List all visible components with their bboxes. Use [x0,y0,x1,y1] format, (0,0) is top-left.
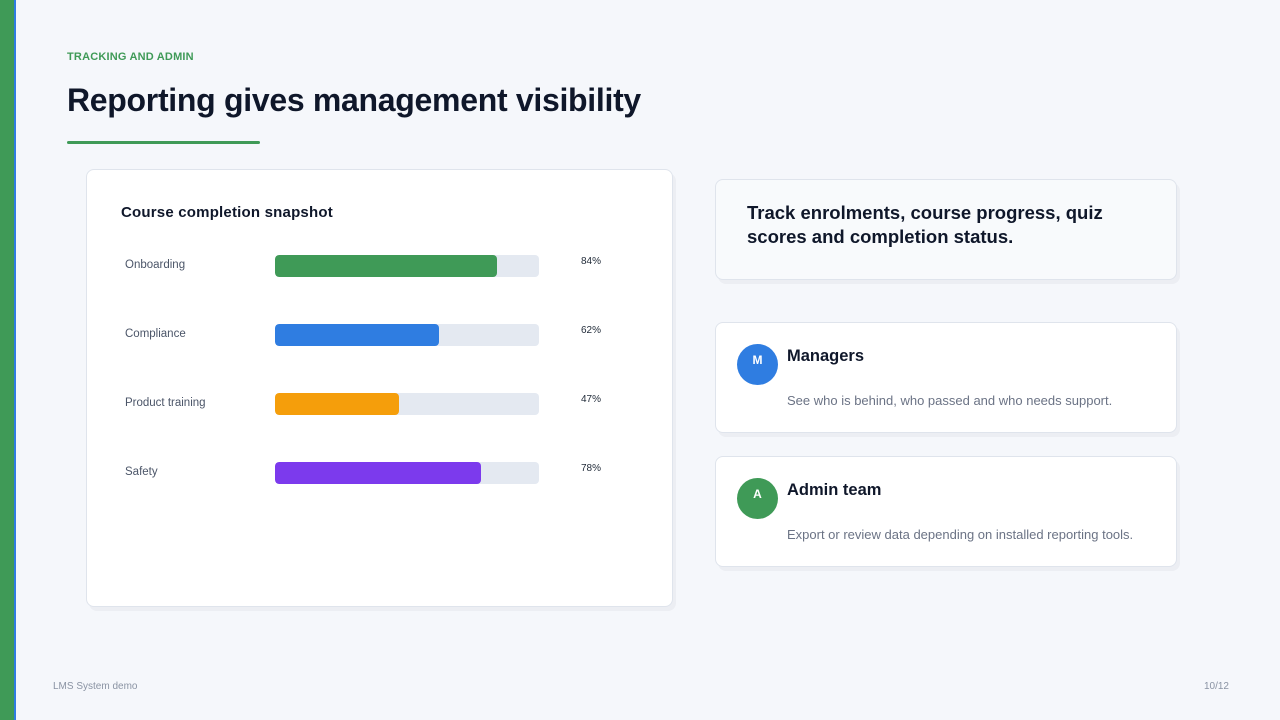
bar-track [275,255,539,277]
bar-track [275,462,539,484]
card-description: Export or review data depending on insta… [787,527,1134,542]
card-title: Admin team [787,481,882,499]
bar-value: 78% [581,463,602,474]
chart-title: Course completion snapshot [121,204,333,221]
bar-label: Safety [125,466,158,478]
bar-row-compliance: Compliance 62% [87,321,672,346]
side-accent-bar [0,0,16,720]
tracking-summary-card: Track enrolments, course progress, quiz … [715,179,1177,280]
managers-card: M Managers See who is behind, who passed… [715,322,1177,433]
bar-fill-product-training [275,393,400,415]
bar-fill-safety [275,462,481,484]
admin-team-card: A Admin team Export or review data depen… [715,456,1177,567]
footer-page-number: 10/12 [1203,681,1229,692]
bar-value: 84% [581,256,602,267]
page-title: Reporting gives management visibility [67,82,641,118]
bar-label: Compliance [125,328,186,340]
bar-fill-compliance [275,324,439,346]
section-eyebrow: TRACKING AND ADMIN [67,51,194,63]
bar-fill-onboarding [275,255,497,277]
bar-label: Onboarding [125,259,186,271]
bar-value: 62% [581,325,602,336]
avatar: M [737,344,778,385]
bar-track [275,393,539,415]
bar-value: 47% [581,394,602,405]
bar-row-product-training: Product training 47% [87,390,672,415]
tracking-summary-text: Track enrolments, course progress, quiz … [747,202,1103,247]
card-description: See who is behind, who passed and who ne… [787,393,1113,408]
bar-row-onboarding: Onboarding 84% [87,252,672,277]
title-underline [67,141,260,144]
bar-track [275,324,539,346]
footer-presentation-name: LMS System demo [53,681,138,692]
card-title: Managers [787,347,865,365]
avatar: A [737,478,778,519]
bar-row-safety: Safety 78% [87,459,672,484]
completion-chart-card: Course completion snapshot Onboarding 84… [86,169,673,607]
bar-label: Product training [125,397,206,409]
